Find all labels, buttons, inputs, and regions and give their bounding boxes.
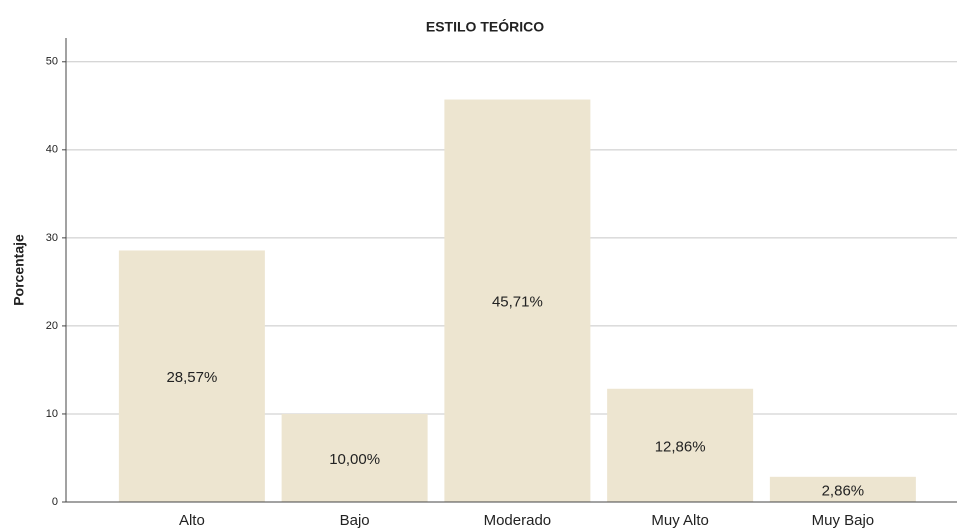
x-tick-label: Muy Bajo: [812, 512, 875, 529]
y-tick-label: 40: [46, 144, 58, 156]
x-tick-label: Moderado: [484, 512, 552, 529]
x-tick-label: Muy Alto: [651, 512, 709, 529]
y-tick-label: 0: [52, 496, 58, 508]
value-label: 2,86%: [822, 482, 865, 499]
value-label: 12,86%: [655, 438, 706, 455]
y-tick-label: 20: [46, 320, 58, 332]
bar: [444, 99, 591, 503]
value-label: 28,57%: [166, 369, 217, 386]
chart-title: ESTILO TEÓRICO: [426, 18, 544, 35]
x-tick-label: Alto: [179, 512, 205, 529]
value-label: 10,00%: [329, 451, 380, 468]
bar: [769, 476, 916, 502]
y-axis-label: Porcentaje: [11, 234, 27, 306]
bar: [118, 250, 265, 502]
x-tick-label: Bajo: [340, 512, 370, 529]
value-label: 45,71%: [492, 294, 543, 311]
bar: [607, 388, 754, 502]
y-tick-label: 50: [46, 56, 58, 68]
y-tick-label: 10: [46, 408, 58, 420]
bar: [281, 413, 428, 502]
y-tick-label: 30: [46, 232, 58, 244]
